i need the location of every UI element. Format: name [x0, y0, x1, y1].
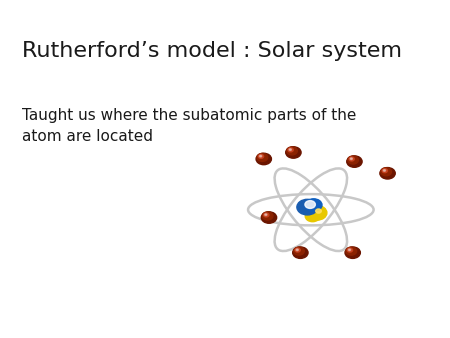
Circle shape: [258, 154, 264, 159]
Circle shape: [265, 214, 267, 216]
Circle shape: [347, 248, 353, 252]
Circle shape: [305, 211, 320, 222]
Circle shape: [348, 156, 358, 164]
Circle shape: [345, 247, 360, 258]
Circle shape: [307, 206, 327, 220]
Circle shape: [350, 158, 352, 160]
Circle shape: [381, 168, 392, 176]
Text: Taught us where the subatomic parts of the
atom are located: Taught us where the subatomic parts of t…: [22, 108, 357, 144]
Circle shape: [260, 155, 262, 157]
Circle shape: [264, 213, 269, 217]
Circle shape: [349, 157, 354, 161]
Text: Rutherford’s model : Solar system: Rutherford’s model : Solar system: [22, 41, 402, 61]
Circle shape: [287, 147, 297, 155]
Circle shape: [262, 212, 273, 220]
Circle shape: [347, 156, 362, 167]
Circle shape: [296, 249, 298, 251]
Circle shape: [380, 168, 395, 179]
Circle shape: [292, 247, 308, 258]
Circle shape: [346, 247, 357, 255]
Circle shape: [305, 199, 322, 211]
Circle shape: [383, 170, 386, 171]
Circle shape: [305, 201, 315, 209]
Circle shape: [297, 199, 318, 215]
Circle shape: [316, 209, 321, 213]
Circle shape: [382, 169, 387, 173]
Circle shape: [261, 212, 277, 223]
Circle shape: [289, 149, 292, 150]
Circle shape: [288, 148, 293, 152]
Circle shape: [295, 248, 300, 252]
Circle shape: [348, 249, 351, 251]
Circle shape: [256, 153, 271, 165]
Circle shape: [293, 247, 304, 255]
Circle shape: [257, 153, 268, 162]
Circle shape: [286, 147, 301, 158]
